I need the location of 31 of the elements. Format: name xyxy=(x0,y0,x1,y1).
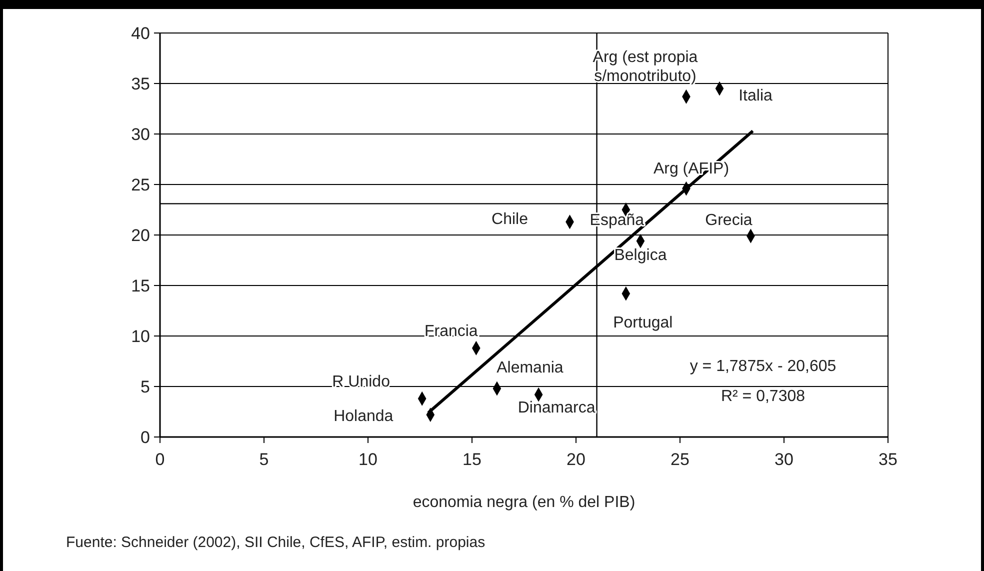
annotation: Italia xyxy=(738,87,773,104)
annotation: y = 1,7875x - 20,605 xyxy=(690,358,836,375)
x-tick-label: 25 xyxy=(670,450,690,469)
y-tick-label: 20 xyxy=(131,226,150,245)
y-tick-label: 0 xyxy=(140,428,150,447)
annotation: Belgica xyxy=(614,246,667,264)
x-tick-label: 20 xyxy=(566,450,586,469)
annotation: Alemania xyxy=(496,359,564,376)
x-tick-label: 0 xyxy=(155,450,165,469)
x-tick-label: 30 xyxy=(774,450,794,469)
y-tick-label: 25 xyxy=(131,175,150,194)
y-tick-label: 40 xyxy=(131,24,150,43)
y-tick-label: 5 xyxy=(140,377,150,396)
y-tick-label: 10 xyxy=(131,326,150,346)
annotation: Chile xyxy=(492,210,528,228)
annotation: R Unido xyxy=(332,373,390,390)
annotation: R² = 0,7308 xyxy=(720,388,806,405)
x-axis-title: economia negra (en % del PIB) xyxy=(412,494,636,511)
source-note: Fuente: Schneider (2002), SII Chile, CfES, AFIP, estim. propias xyxy=(66,534,486,551)
annotation: Holanda xyxy=(334,407,394,424)
annotation: Portugal xyxy=(613,314,673,332)
x-tick-label: 15 xyxy=(462,450,482,469)
annotation: Francia xyxy=(424,322,478,340)
annotation: Grecia xyxy=(705,212,752,229)
y-tick-label: 30 xyxy=(131,124,150,144)
y-tick-label: 15 xyxy=(131,276,150,296)
annotation: Dinamarca xyxy=(518,399,596,416)
x-tick-label: 35 xyxy=(878,450,898,469)
y-tick-label: 35 xyxy=(131,74,150,94)
x-tick-label: 5 xyxy=(259,450,269,469)
x-tick-label: 10 xyxy=(358,450,378,469)
